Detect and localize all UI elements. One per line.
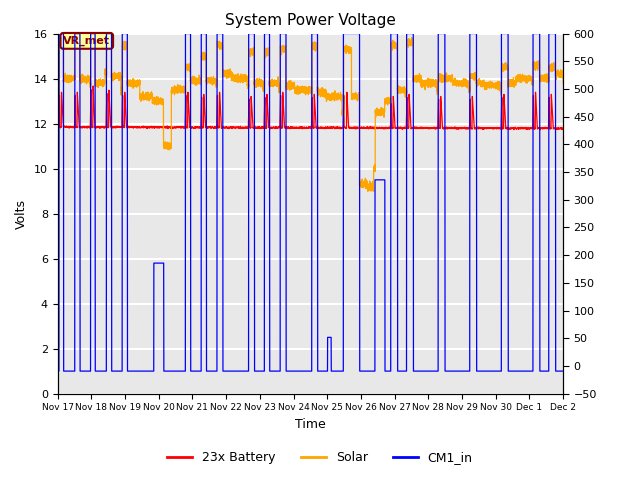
X-axis label: Time: Time	[295, 418, 326, 431]
Title: System Power Voltage: System Power Voltage	[225, 13, 396, 28]
Legend: 23x Battery, Solar, CM1_in: 23x Battery, Solar, CM1_in	[163, 446, 477, 469]
Text: VR_met: VR_met	[63, 36, 110, 46]
Y-axis label: Volts: Volts	[15, 199, 28, 228]
